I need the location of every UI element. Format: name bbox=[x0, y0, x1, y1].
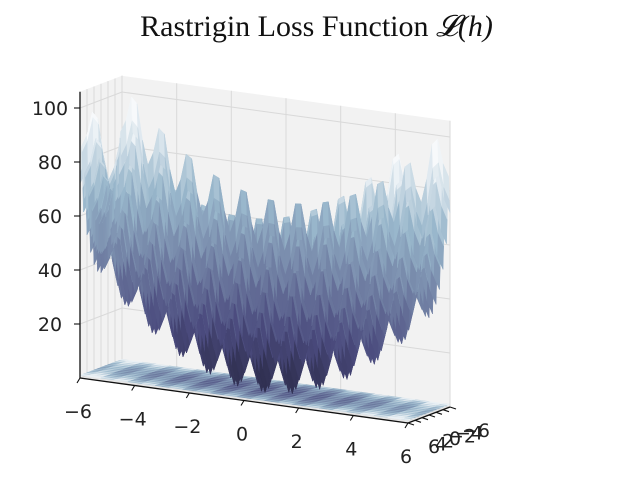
grid-line-z bbox=[79, 91, 451, 138]
title-text: Rastrigin Loss Function bbox=[140, 10, 429, 43]
floor-contour bbox=[79, 359, 451, 421]
surface-facet bbox=[256, 218, 263, 225]
title-math: 𝓛(h) bbox=[436, 10, 493, 43]
surface-facet bbox=[283, 216, 291, 224]
chart-title: Rastrigin Loss Function 𝓛(h) bbox=[0, 10, 633, 44]
